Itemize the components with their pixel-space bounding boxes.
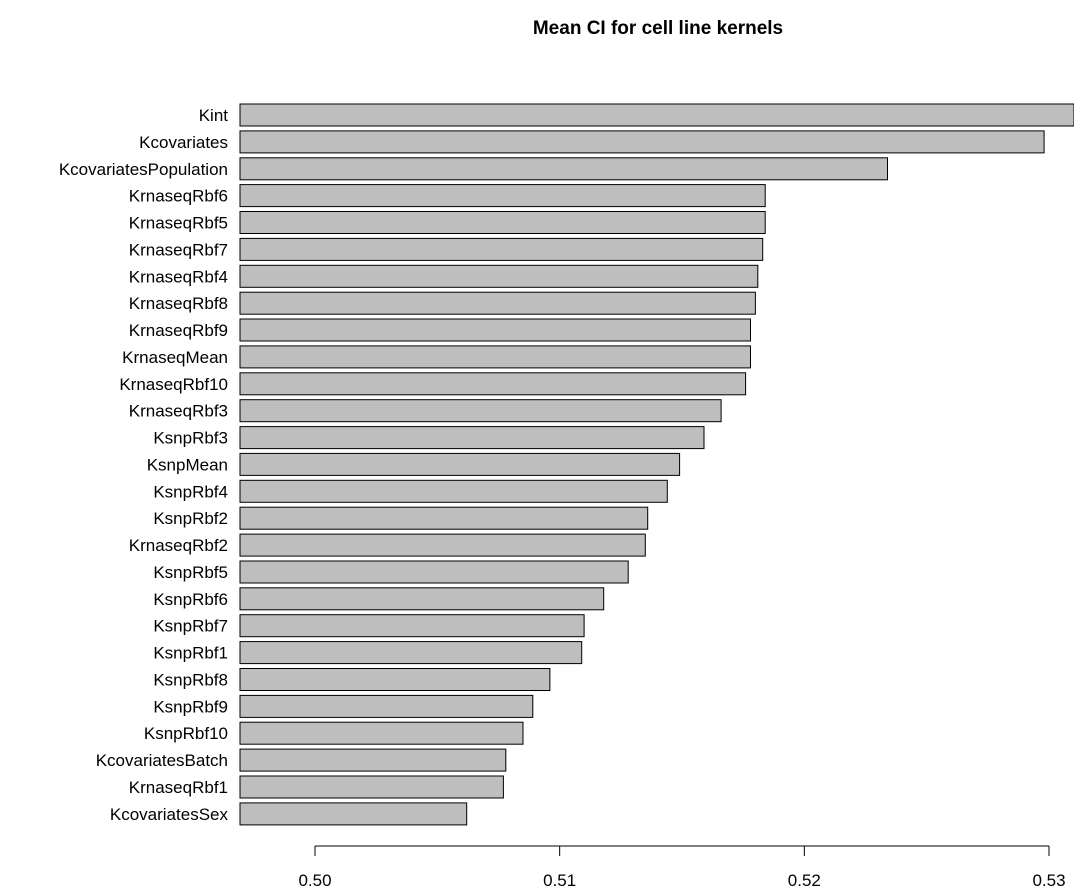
bar-KrnaseqRbf7 xyxy=(239,237,764,261)
category-label: KsnpRbf3 xyxy=(153,429,228,448)
bar-KrnaseqRbf1 xyxy=(239,775,504,799)
chart-title: Mean CI for cell line kernels xyxy=(532,18,784,39)
category-label: KrnaseqRbf7 xyxy=(129,240,228,259)
bar-KrnaseqRbf4 xyxy=(239,264,759,288)
x-tick-label: 0.50 xyxy=(298,871,331,890)
x-tick-label: 0.51 xyxy=(543,871,576,890)
bar-KsnpMean xyxy=(239,452,681,476)
category-label: Kint xyxy=(199,106,229,125)
bar-KsnpRbf4 xyxy=(239,479,668,503)
bar-KcovariatesBatch xyxy=(239,748,507,772)
bar-KsnpRbf2 xyxy=(239,506,649,530)
category-label: Kcovariates xyxy=(139,133,228,152)
bar-KrnaseqMean xyxy=(239,345,751,369)
category-label: KrnaseqRbf1 xyxy=(129,778,228,797)
category-label: KrnaseqMean xyxy=(122,348,228,367)
bar-KsnpRbf9 xyxy=(239,694,534,718)
bar-KcovariatesSex xyxy=(239,802,468,826)
category-label: KrnaseqRbf6 xyxy=(129,187,228,206)
bar-KrnaseqRbf6 xyxy=(239,184,766,208)
category-label: KrnaseqRbf3 xyxy=(129,402,228,421)
category-label: KrnaseqRbf5 xyxy=(129,214,228,233)
bar-KrnaseqRbf2 xyxy=(239,533,646,557)
category-label: KsnpRbf7 xyxy=(153,617,228,636)
category-label: KsnpRbf2 xyxy=(153,509,228,528)
bar-KrnaseqRbf8 xyxy=(239,291,756,315)
bars-group xyxy=(239,103,1074,826)
category-label: KrnaseqRbf4 xyxy=(129,267,228,286)
x-tick-label: 0.52 xyxy=(788,871,821,890)
bar-Kcovariates xyxy=(239,130,1045,154)
category-label: KcovariatesSex xyxy=(110,805,229,824)
bar-KrnaseqRbf3 xyxy=(239,399,722,423)
category-label: KsnpRbf4 xyxy=(153,482,228,501)
category-label: KrnaseqRbf9 xyxy=(129,321,228,340)
bar-KrnaseqRbf10 xyxy=(239,372,747,396)
bar-KsnpRbf8 xyxy=(239,668,551,691)
bar-KcovariatesPopulation xyxy=(239,157,888,181)
bar-KsnpRbf5 xyxy=(239,560,629,584)
category-label: KsnpRbf6 xyxy=(153,590,228,609)
category-label: KrnaseqRbf2 xyxy=(129,536,228,555)
bar-KrnaseqRbf9 xyxy=(239,318,751,342)
bar-KsnpRbf1 xyxy=(239,641,583,665)
category-label: KsnpMean xyxy=(147,455,228,474)
category-label: KcovariatesPopulation xyxy=(59,160,228,179)
bar-KsnpRbf10 xyxy=(239,721,524,745)
bar-KrnaseqRbf5 xyxy=(239,211,766,234)
bar-KsnpRbf3 xyxy=(239,426,705,450)
category-label: KcovariatesBatch xyxy=(96,751,228,770)
category-label: KsnpRbf10 xyxy=(144,724,228,743)
category-label: KrnaseqRbf10 xyxy=(119,375,228,394)
bar-KsnpRbf6 xyxy=(239,587,605,611)
category-label: KrnaseqRbf8 xyxy=(129,294,228,313)
category-labels: Kint Kcovariates KcovariatesPopulation Krna… xyxy=(59,106,229,824)
x-tick-label: 0.53 xyxy=(1032,871,1065,890)
category-label: KsnpRbf5 xyxy=(153,563,228,582)
bar-Kint xyxy=(239,103,1074,127)
x-axis: 0.50 0.51 0.52 0.53 xyxy=(298,845,1066,890)
category-label: KsnpRbf9 xyxy=(153,697,228,716)
category-label: KsnpRbf1 xyxy=(153,644,228,663)
category-label: KsnpRbf8 xyxy=(153,671,228,690)
bar-KsnpRbf7 xyxy=(239,614,585,638)
